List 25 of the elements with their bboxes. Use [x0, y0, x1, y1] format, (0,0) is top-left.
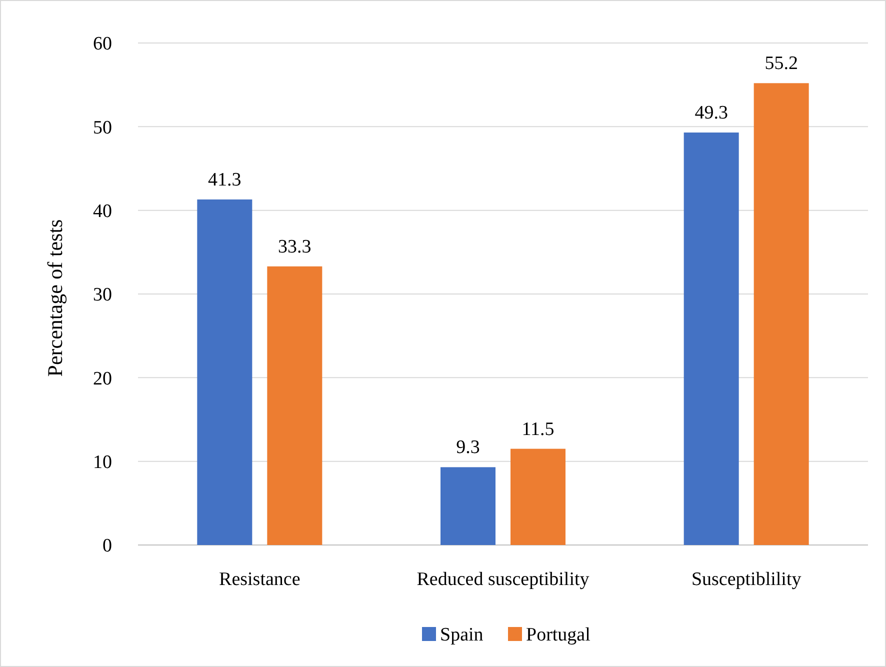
x-tick-label: Reduced susceptibility	[416, 569, 590, 590]
y-tick-label: 30	[93, 284, 112, 306]
y-tick-label: 60	[93, 34, 112, 55]
data-label: 49.3	[694, 102, 728, 124]
y-tick-label: 0	[102, 536, 112, 557]
bar	[684, 132, 739, 545]
data-label: 9.3	[456, 437, 480, 458]
data-label: 11.5	[522, 418, 554, 440]
data-label: 33.3	[278, 236, 312, 258]
legend-label: Spain	[440, 624, 484, 646]
bar	[267, 266, 322, 545]
legend-label: Portugal	[526, 624, 590, 646]
y-tick-label: 10	[93, 452, 112, 473]
data-label: 41.3	[208, 169, 242, 190]
bar	[440, 467, 496, 545]
bar	[197, 199, 252, 545]
y-axis-title: Percentage of tests	[43, 219, 67, 377]
bar	[754, 83, 809, 545]
data-label: 55.2	[764, 53, 798, 74]
y-tick-label: 20	[93, 368, 112, 390]
y-tick-label: 40	[93, 200, 112, 222]
x-tick-label: Susceptiblility	[691, 569, 802, 590]
y-tick-label: 50	[93, 117, 112, 138]
x-tick-label: Resistance	[219, 569, 300, 590]
bar	[510, 448, 566, 545]
